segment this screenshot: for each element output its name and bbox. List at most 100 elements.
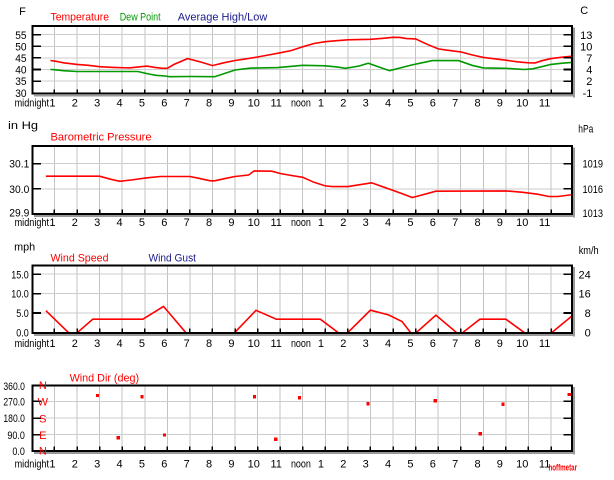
svg-text:4: 4 [117,217,123,229]
svg-text:10.0: 10.0 [11,289,29,301]
svg-text:7: 7 [452,459,458,471]
svg-text:2: 2 [586,76,592,88]
svg-text:11: 11 [539,338,550,350]
svg-text:S: S [39,413,46,425]
svg-text:Wind Dir (deg): Wind Dir (deg) [70,373,140,385]
svg-text:90.0: 90.0 [7,430,25,442]
svg-text:1: 1 [49,217,55,229]
svg-text:5: 5 [139,98,145,110]
svg-text:5.0: 5.0 [16,308,29,320]
svg-text:35: 35 [15,76,26,88]
svg-text:5: 5 [407,217,413,229]
svg-text:4: 4 [385,338,391,350]
svg-text:noon: noon [291,338,311,350]
svg-text:30: 30 [15,88,26,100]
svg-text:4: 4 [117,338,123,350]
svg-text:30.0: 30.0 [9,184,29,196]
svg-text:7: 7 [452,217,458,229]
svg-text:mph: mph [14,241,35,253]
svg-text:4: 4 [117,459,123,471]
svg-text:3: 3 [94,98,100,110]
svg-text:8: 8 [474,98,480,110]
svg-text:4: 4 [385,459,391,471]
svg-text:1016: 1016 [583,184,604,196]
svg-text:10: 10 [248,217,260,229]
svg-text:Average High/Low: Average High/Low [178,11,268,23]
svg-text:11: 11 [270,98,281,110]
svg-text:40: 40 [15,65,26,77]
svg-text:2: 2 [340,98,346,110]
svg-text:11: 11 [539,217,550,229]
svg-text:5: 5 [407,98,413,110]
svg-text:Wind Speed: Wind Speed [51,252,109,264]
svg-text:7: 7 [586,53,592,65]
svg-text:E: E [39,430,46,442]
svg-text:11: 11 [539,98,550,110]
svg-text:Dew Point: Dew Point [120,11,161,23]
svg-text:hPa: hPa [578,124,594,136]
svg-text:6: 6 [430,217,436,229]
svg-text:F: F [19,6,26,18]
svg-text:24: 24 [579,269,591,281]
svg-text:noon: noon [291,459,311,471]
svg-text:N: N [39,380,47,392]
svg-text:Barometric Pressure: Barometric Pressure [51,132,152,144]
svg-text:9: 9 [497,459,503,471]
svg-text:N: N [39,446,47,458]
svg-text:3: 3 [363,459,369,471]
svg-text:5: 5 [139,217,145,229]
svg-text:10: 10 [580,41,592,53]
svg-text:8: 8 [474,217,480,229]
svg-text:10: 10 [516,98,528,110]
svg-text:10: 10 [516,459,528,471]
svg-text:midnight: midnight [15,338,49,350]
svg-text:9: 9 [228,98,234,110]
svg-text:1: 1 [49,98,55,110]
svg-text:11: 11 [270,459,281,471]
svg-text:10: 10 [248,98,260,110]
svg-text:10: 10 [516,338,528,350]
svg-text:360.0: 360.0 [3,381,25,393]
svg-text:9: 9 [497,338,503,350]
svg-text:in Hg: in Hg [8,120,38,132]
svg-text:6: 6 [161,338,167,350]
svg-text:0.0: 0.0 [16,328,29,340]
svg-text:2: 2 [72,217,78,229]
svg-text:7: 7 [452,338,458,350]
svg-text:3: 3 [363,98,369,110]
svg-text:5: 5 [407,459,413,471]
svg-text:10: 10 [248,338,260,350]
svg-text:midnight: midnight [15,217,49,229]
svg-text:50: 50 [15,41,26,53]
svg-text:4: 4 [385,98,391,110]
svg-text:C: C [580,5,588,17]
svg-text:3: 3 [94,338,100,350]
svg-text:11: 11 [539,459,550,471]
svg-text:8: 8 [474,338,480,350]
svg-text:2: 2 [72,338,78,350]
svg-text:5: 5 [139,459,145,471]
svg-text:3: 3 [363,338,369,350]
svg-text:8: 8 [206,459,212,471]
svg-text:7: 7 [184,338,190,350]
svg-text:-1: -1 [583,88,593,100]
svg-text:4: 4 [586,65,592,77]
svg-text:9: 9 [228,217,234,229]
svg-text:9: 9 [228,459,234,471]
svg-text:8: 8 [474,459,480,471]
svg-text:Wind Gust: Wind Gust [149,252,197,264]
svg-text:10: 10 [248,459,260,471]
svg-text:3: 3 [363,217,369,229]
svg-text:2: 2 [340,459,346,471]
svg-text:noon: noon [291,98,311,110]
svg-text:1: 1 [318,217,324,229]
svg-text:0.0: 0.0 [12,446,25,458]
svg-text:hoffmetar: hoffmetar [549,463,578,473]
svg-text:4: 4 [385,217,391,229]
svg-text:1019: 1019 [583,159,604,171]
svg-text:1: 1 [318,98,324,110]
svg-text:15.0: 15.0 [11,269,29,281]
svg-text:noon: noon [291,217,311,229]
svg-text:8: 8 [206,338,212,350]
svg-text:7: 7 [184,217,190,229]
